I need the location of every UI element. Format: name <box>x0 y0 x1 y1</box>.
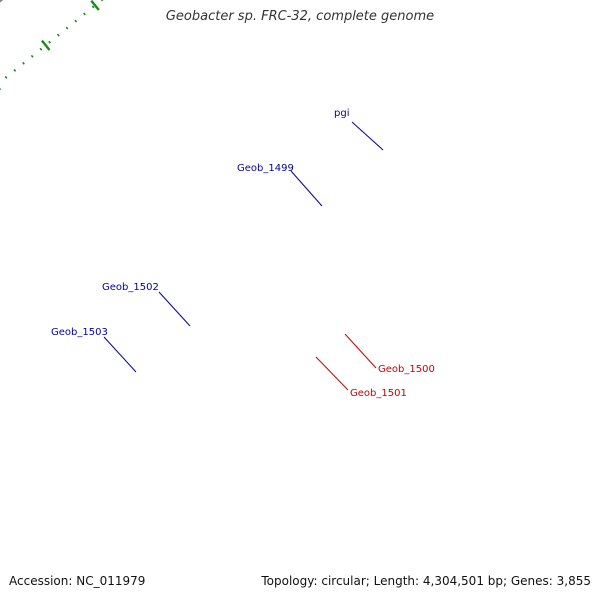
label-leader-line <box>344 333 377 369</box>
gene-features <box>0 0 343 179</box>
genome-summary-text: Topology: circular; Length: 4,304,501 bp… <box>261 574 591 588</box>
tick-dot-tracks <box>0 0 395 303</box>
gene-labels: pgi Geob_1499 Geob_1502 Geob_1503 Geob_1500 G… <box>51 108 435 399</box>
genome-backbone <box>0 0 4 3</box>
label-leader-lines <box>103 121 384 391</box>
accession-text: Accession: NC_011979 <box>9 574 146 588</box>
dot-track-inner <box>0 0 104 84</box>
label-leader-line <box>290 170 323 207</box>
gene-label[interactable]: pgi <box>334 108 349 119</box>
label-leader-line <box>315 356 349 391</box>
gene-label[interactable]: Geob_1500 <box>378 364 435 375</box>
kbp-tick-mark <box>90 0 100 11</box>
gene-label[interactable]: Geob_1503 <box>51 327 108 338</box>
map-title: Geobacter sp. FRC-32, complete genome <box>165 9 435 24</box>
dot-track-outer <box>0 0 395 303</box>
label-leader-line <box>351 121 384 151</box>
kbp-tick-marks: 1645 kbp1646 kbp1647 kbp1648 kbp1649 kbp… <box>0 0 100 91</box>
gene-label[interactable]: Geob_1501 <box>350 388 407 399</box>
label-leader-line <box>158 291 191 327</box>
label-leader-line <box>103 336 137 373</box>
gene-label[interactable]: Geob_1499 <box>237 163 294 174</box>
gene-label[interactable]: Geob_1502 <box>102 282 159 293</box>
kbp-tick-mark <box>41 39 51 51</box>
